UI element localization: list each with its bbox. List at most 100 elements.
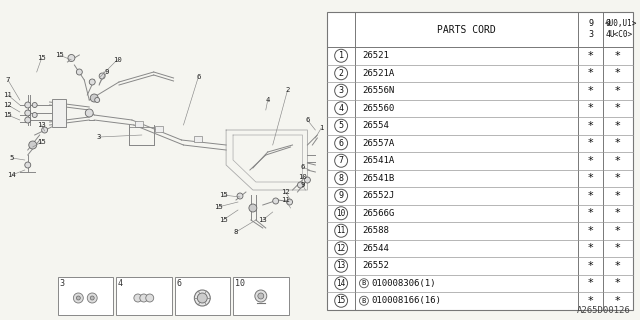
Text: 3: 3 bbox=[588, 29, 593, 38]
Bar bbox=[175, 277, 230, 315]
Circle shape bbox=[258, 293, 264, 299]
Circle shape bbox=[29, 141, 36, 149]
Text: 4: 4 bbox=[118, 279, 123, 288]
Circle shape bbox=[42, 127, 47, 133]
Text: *: * bbox=[588, 243, 593, 253]
Bar bbox=[195, 136, 202, 142]
Text: 10: 10 bbox=[113, 57, 122, 63]
Text: 13: 13 bbox=[37, 122, 46, 128]
Text: *: * bbox=[615, 243, 621, 253]
Text: 11: 11 bbox=[337, 226, 346, 235]
Circle shape bbox=[25, 162, 31, 168]
Text: *: * bbox=[588, 173, 593, 183]
Text: *: * bbox=[588, 296, 593, 306]
Circle shape bbox=[90, 296, 94, 300]
Text: 9: 9 bbox=[300, 182, 305, 188]
Circle shape bbox=[237, 193, 243, 199]
Text: *: * bbox=[615, 191, 621, 201]
Text: 4: 4 bbox=[606, 29, 611, 38]
Text: 4: 4 bbox=[339, 104, 344, 113]
Text: 7: 7 bbox=[6, 77, 10, 83]
Text: 26552: 26552 bbox=[362, 261, 389, 270]
Text: A265D00126: A265D00126 bbox=[577, 306, 630, 315]
Bar bbox=[155, 126, 163, 132]
Circle shape bbox=[140, 294, 148, 302]
Bar bbox=[233, 277, 289, 315]
Circle shape bbox=[249, 204, 257, 212]
Circle shape bbox=[134, 294, 142, 302]
Text: 26554: 26554 bbox=[362, 121, 389, 130]
Text: 10: 10 bbox=[337, 209, 346, 218]
Text: *: * bbox=[615, 156, 621, 166]
Bar bbox=[58, 277, 113, 315]
Text: B: B bbox=[362, 280, 366, 286]
Text: 3: 3 bbox=[60, 279, 65, 288]
Text: 010008306(1): 010008306(1) bbox=[372, 279, 436, 288]
Text: 3: 3 bbox=[339, 86, 344, 95]
Text: *: * bbox=[615, 208, 621, 218]
Text: 26588: 26588 bbox=[362, 226, 389, 235]
Text: <U0,U1>: <U0,U1> bbox=[605, 19, 637, 28]
Text: *: * bbox=[615, 86, 621, 96]
Circle shape bbox=[87, 293, 97, 303]
Text: 9: 9 bbox=[105, 69, 109, 75]
Text: 9: 9 bbox=[606, 19, 611, 28]
Text: *: * bbox=[615, 103, 621, 113]
Text: 9: 9 bbox=[339, 191, 344, 200]
Text: 15: 15 bbox=[219, 192, 227, 198]
Bar bbox=[52, 99, 67, 127]
Circle shape bbox=[305, 177, 310, 183]
Text: 13: 13 bbox=[259, 217, 267, 223]
Circle shape bbox=[90, 94, 98, 102]
Text: 8: 8 bbox=[234, 229, 238, 235]
Text: *: * bbox=[588, 191, 593, 201]
Text: 26556N: 26556N bbox=[362, 86, 394, 95]
Text: 15: 15 bbox=[4, 112, 12, 118]
Circle shape bbox=[95, 98, 100, 102]
Text: 26566G: 26566G bbox=[362, 209, 394, 218]
Text: *: * bbox=[615, 278, 621, 288]
Circle shape bbox=[25, 110, 31, 116]
Text: *: * bbox=[615, 51, 621, 61]
Circle shape bbox=[74, 293, 83, 303]
Text: 6: 6 bbox=[300, 164, 305, 170]
Bar bbox=[135, 121, 143, 127]
Text: *: * bbox=[615, 261, 621, 271]
Text: 6: 6 bbox=[305, 117, 310, 123]
Text: 15: 15 bbox=[37, 55, 46, 61]
Text: *: * bbox=[588, 121, 593, 131]
Text: 1: 1 bbox=[319, 125, 323, 131]
Text: *: * bbox=[615, 296, 621, 306]
Text: 10: 10 bbox=[235, 279, 245, 288]
Circle shape bbox=[146, 294, 154, 302]
Circle shape bbox=[197, 293, 207, 303]
Text: 10: 10 bbox=[298, 174, 307, 180]
Text: *: * bbox=[615, 121, 621, 131]
Text: 8: 8 bbox=[339, 174, 344, 183]
Circle shape bbox=[76, 69, 83, 75]
Text: *: * bbox=[588, 138, 593, 148]
Circle shape bbox=[255, 290, 267, 302]
Text: B: B bbox=[362, 298, 366, 304]
Text: 5: 5 bbox=[10, 155, 14, 161]
Text: *: * bbox=[588, 208, 593, 218]
Text: 26552J: 26552J bbox=[362, 191, 394, 200]
Text: 7: 7 bbox=[339, 156, 344, 165]
Text: 265560: 265560 bbox=[362, 104, 394, 113]
Text: 14: 14 bbox=[8, 172, 16, 178]
Circle shape bbox=[32, 113, 37, 117]
Text: *: * bbox=[588, 278, 593, 288]
Bar bbox=[116, 277, 172, 315]
Text: 4: 4 bbox=[266, 97, 270, 103]
Bar bbox=[327, 12, 633, 309]
Text: 15: 15 bbox=[219, 217, 227, 223]
Text: *: * bbox=[588, 51, 593, 61]
Text: *: * bbox=[588, 86, 593, 96]
Circle shape bbox=[287, 199, 292, 205]
Text: 11: 11 bbox=[281, 197, 290, 203]
Text: 12: 12 bbox=[337, 244, 346, 253]
Text: 3: 3 bbox=[97, 134, 101, 140]
Text: *: * bbox=[588, 261, 593, 271]
Text: 2: 2 bbox=[285, 87, 290, 93]
Text: *: * bbox=[588, 226, 593, 236]
